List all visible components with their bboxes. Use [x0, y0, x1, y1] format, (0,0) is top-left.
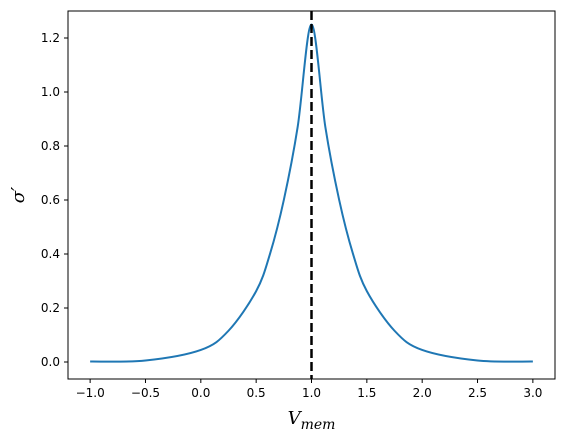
x-tick-label: 2.0 [413, 386, 432, 400]
x-axis-label: Vmem [288, 408, 336, 433]
y-tick-label: 1.0 [41, 85, 60, 99]
x-tick-label: 2.5 [468, 386, 487, 400]
y-tick-label: 0.2 [41, 301, 60, 315]
y-tick-label: 0.4 [41, 247, 60, 261]
x-tick-label: 3.0 [523, 386, 542, 400]
x-axis-label-main: V [288, 408, 303, 429]
x-tick-label: 0.0 [191, 386, 210, 400]
y-tick-label: 0.0 [41, 355, 60, 369]
x-tick-label: −1.0 [76, 386, 105, 400]
y-axis: 0.0 0.2 0.4 0.6 0.8 1.0 1.2 [41, 31, 68, 369]
x-tick-label: 1.5 [357, 386, 376, 400]
y-tick-label: 0.6 [41, 193, 60, 207]
y-axis-label: σ′ [8, 187, 29, 203]
y-tick-label: 0.8 [41, 139, 60, 153]
x-tick-label: 0.5 [247, 386, 266, 400]
x-axis-label-subscript: mem [301, 417, 336, 433]
x-axis: −1.0 −0.5 0.0 0.5 1.0 1.5 2.0 2.5 3.0 [76, 379, 542, 400]
x-tick-label: 1.0 [302, 386, 321, 400]
x-tick-label: −0.5 [131, 386, 160, 400]
y-tick-label: 1.2 [41, 31, 60, 45]
